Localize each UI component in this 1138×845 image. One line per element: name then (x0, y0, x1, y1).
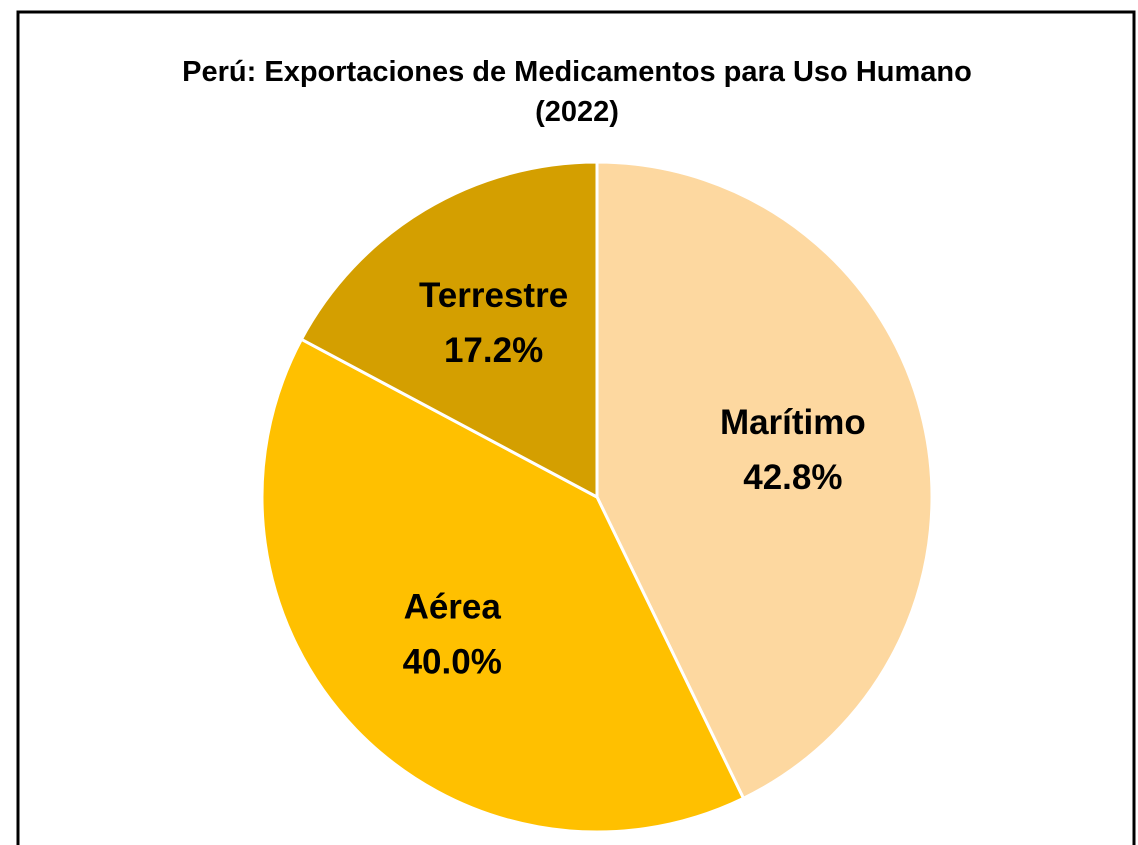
pie-slice (595, 160, 934, 801)
value-label: 17.2% (444, 331, 543, 370)
value-label: 40.0% (403, 643, 502, 682)
slice-label: Marítimo (720, 403, 866, 442)
pie-slice (299, 160, 599, 500)
slice-label: Terrestre (419, 276, 568, 315)
value-label: 42.8% (743, 458, 842, 497)
pie-slice (260, 337, 746, 834)
slice-label: Aérea (404, 588, 502, 627)
chart-title: Perú: Exportaciones de Medicamentos para… (182, 56, 972, 128)
